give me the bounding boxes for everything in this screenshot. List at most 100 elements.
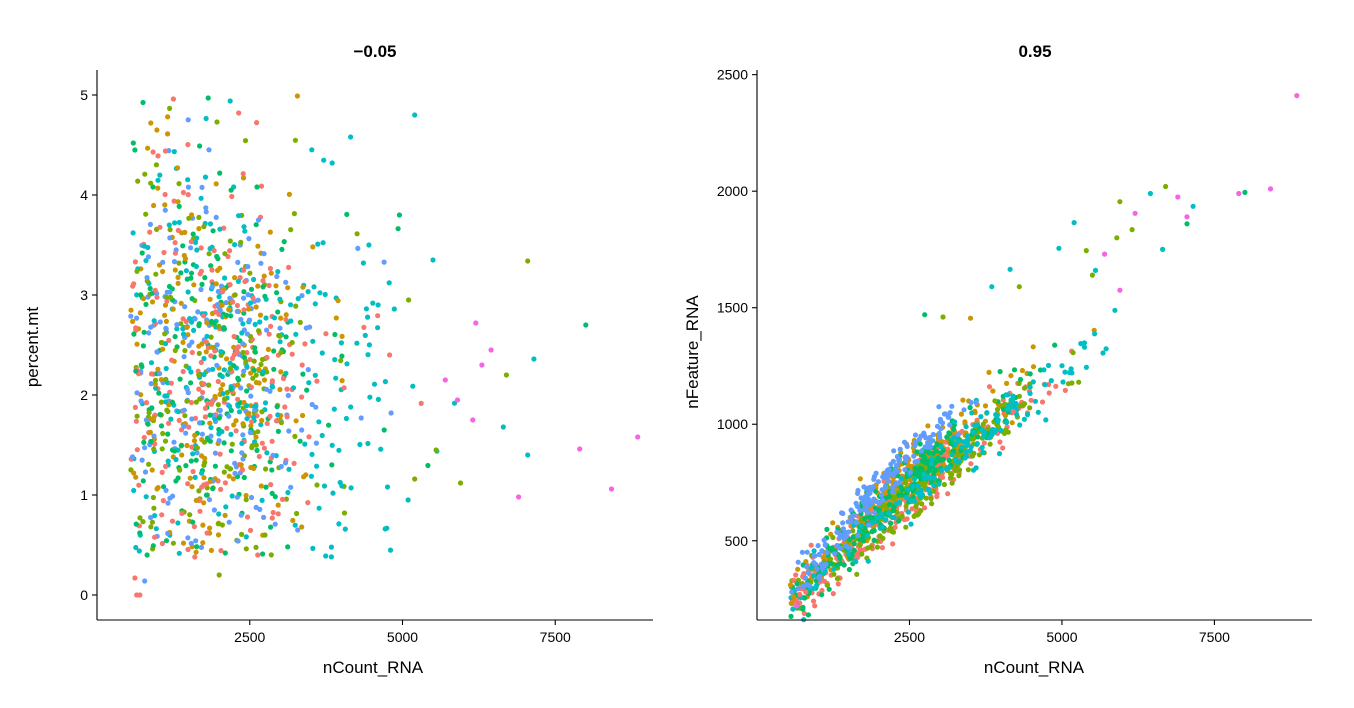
panel-1-point [303, 325, 309, 331]
panel-1-point [248, 384, 254, 390]
panel-1-point [242, 138, 249, 144]
panel-1-point [202, 405, 208, 411]
panel-1-point [277, 339, 283, 345]
panel-2-point [993, 427, 999, 433]
panel-1-point [179, 452, 185, 458]
panel-1-point [162, 438, 169, 444]
panel-1-point [188, 399, 194, 406]
panel-1-point [141, 434, 147, 441]
panel-1-point [200, 522, 206, 528]
panel-1-point [283, 496, 289, 502]
panel-1-point [268, 552, 274, 558]
panel-1-point [196, 214, 202, 220]
panel-1-point [384, 484, 391, 490]
panel-1-point [162, 202, 168, 208]
panel-2-point [1103, 346, 1109, 352]
panel-2-point [896, 480, 902, 486]
panel-2-point [949, 452, 955, 458]
panel-2-point [903, 494, 910, 501]
panel-2-point [819, 565, 826, 571]
panel-1-point [224, 312, 230, 318]
panel-1-point [190, 231, 196, 237]
panel-2-point [824, 526, 830, 533]
panel-1-point [188, 540, 194, 546]
panel-2-point [859, 551, 865, 557]
panel-2-point [938, 467, 945, 473]
panel-1-point [339, 353, 345, 359]
panel-1-point [363, 306, 369, 312]
panel-1-point [165, 431, 171, 437]
panel-1-point [190, 519, 196, 525]
panel-2-point [911, 453, 917, 459]
panel-1-point [197, 420, 203, 426]
panel-1-point [151, 202, 157, 209]
panel-1-point [136, 548, 142, 554]
panel-1-point [140, 478, 146, 484]
panel-1-point [218, 386, 224, 393]
panel-2-point [969, 453, 976, 459]
panel-1-x-tick-label: 5000 [387, 629, 418, 645]
panel-2-point [885, 478, 892, 484]
panel-1-point [170, 306, 176, 312]
panel-1-point [283, 312, 289, 318]
panel-2-point [921, 471, 927, 477]
panel-1-point [263, 466, 269, 472]
panel-1-point [168, 380, 174, 386]
panel-2-point [941, 481, 948, 488]
panel-1-point [186, 424, 192, 430]
panel-1-point [212, 348, 218, 354]
panel-1-point [176, 417, 182, 423]
panel-1-point [160, 430, 166, 437]
panel-1-point [189, 212, 195, 218]
panel-1-point [166, 222, 172, 228]
panel-1-point [282, 404, 288, 410]
panel-2-point [1052, 342, 1058, 348]
panel-1-point [286, 428, 292, 434]
panel-1-point [147, 229, 153, 235]
panel-1-point [203, 339, 209, 345]
panel-1-point [217, 307, 223, 313]
panel-1-point [163, 376, 169, 382]
panel-1-point [176, 181, 182, 187]
panel-1-point [635, 434, 641, 440]
panel-1-point [143, 301, 149, 307]
panel-1-point [243, 358, 249, 364]
panel-2-point [946, 457, 952, 463]
panel-1-point [161, 249, 167, 256]
panel-1-point [247, 527, 254, 534]
panel-1-point [261, 514, 267, 521]
panel-2-point [1053, 383, 1059, 389]
panel-1-point [283, 316, 289, 323]
panel-1-point [488, 347, 494, 353]
panel-1-point [136, 482, 142, 488]
panel-2-point [853, 559, 859, 565]
panel-1-point [260, 369, 266, 375]
panel-1-point [278, 349, 284, 356]
panel-1-point [253, 434, 259, 440]
panel-1-point [260, 278, 266, 284]
panel-2-point [890, 484, 896, 490]
panel-1-point [333, 315, 339, 321]
panel-2-point [860, 499, 866, 505]
panel-2-point [956, 467, 963, 473]
panel-2-point [982, 403, 989, 409]
panel-1-point [231, 333, 237, 340]
panel-2-point [913, 503, 919, 509]
panel-1-point [242, 228, 248, 234]
panel-2-point [896, 518, 902, 524]
panel-1-point [178, 270, 184, 276]
panel-2-point [1048, 378, 1054, 384]
panel-1-point [232, 275, 238, 281]
panel-2-point [845, 551, 852, 557]
panel-1-point [143, 494, 149, 500]
panel-1-point [208, 547, 214, 554]
panel-1-point [321, 483, 328, 489]
panel-1-point [137, 530, 143, 536]
panel-2-point [965, 467, 972, 473]
panel-2-point [1017, 422, 1023, 428]
panel-1-point [218, 548, 224, 554]
panel-2-point [1017, 403, 1023, 409]
panel-1-point [286, 466, 292, 472]
panel-2-point [879, 524, 886, 530]
panel-1-point [473, 320, 479, 326]
